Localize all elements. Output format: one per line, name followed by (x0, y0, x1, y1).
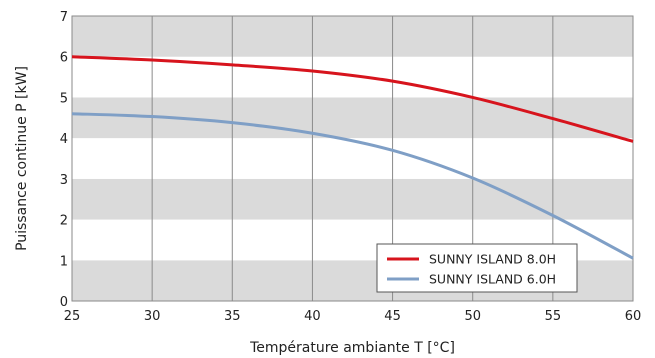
background-band (72, 178, 633, 220)
x-tick-label: 50 (464, 309, 481, 324)
series-line-sunny-island-6-0h (71, 112, 634, 260)
x-tick-label: 55 (545, 309, 562, 324)
x-axis-ticks: 25 30 35 40 45 50 55 60 (64, 309, 642, 324)
legend-label-sunny-island-6-0h: SUNNY ISLAND 6.0H (429, 272, 556, 287)
y-tick-label: 5 (60, 91, 68, 106)
background-band (72, 16, 633, 57)
y-axis-title: Puissance continue P [kW] (14, 66, 30, 251)
y-tick-label: 2 (60, 214, 68, 229)
x-tick-label: 30 (144, 309, 161, 324)
y-tick-label: 7 (60, 10, 68, 25)
y-tick-label: 3 (60, 173, 68, 188)
legend-label-sunny-island-8-0h: SUNNY ISLAND 8.0H (429, 252, 556, 267)
y-tick-label: 1 (60, 254, 68, 269)
series-line-sunny-island-8-0h (71, 55, 634, 143)
background-band (72, 138, 633, 179)
background-band (72, 56, 633, 98)
x-tick-label: 40 (304, 309, 321, 324)
x-tick-label: 60 (625, 309, 642, 324)
plot-frame (71, 15, 634, 302)
x-axis-title: Température ambiante T [°C] (249, 340, 455, 356)
x-tick-label: 35 (224, 309, 241, 324)
y-tick-label: 0 (60, 295, 68, 310)
legend-box (376, 243, 578, 293)
x-tick-label: 45 (384, 309, 401, 324)
legend: SUNNY ISLAND 8.0H SUNNY ISLAND 6.0H (376, 243, 578, 293)
y-tick-label: 4 (60, 132, 68, 147)
y-tick-label: 6 (60, 51, 68, 66)
x-tick-label: 25 (64, 309, 81, 324)
y-axis-ticks: 0 1 2 3 4 5 6 7 (60, 10, 68, 310)
series-layer (71, 55, 634, 260)
